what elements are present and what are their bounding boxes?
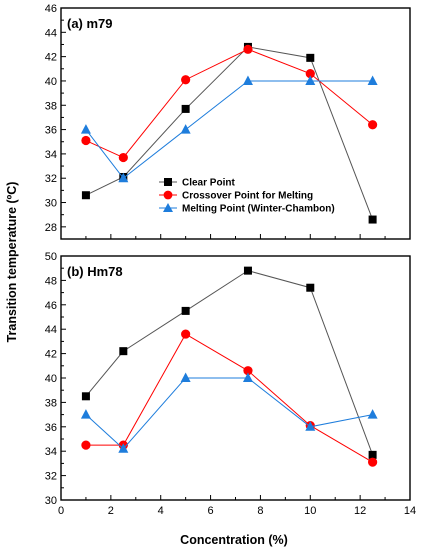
data-point <box>180 124 191 134</box>
legend-label: Crossover Point for Melting <box>182 191 313 202</box>
y-tick-label: 30 <box>45 198 57 210</box>
data-point <box>119 347 128 356</box>
data-point <box>305 69 315 79</box>
x-tick-label: 8 <box>257 505 263 517</box>
data-point <box>181 75 191 85</box>
y-tick-label: 48 <box>45 275 57 287</box>
data-point <box>181 306 190 315</box>
data-point <box>368 457 378 467</box>
y-tick-label: 40 <box>45 76 57 88</box>
y-tick-label: 50 <box>45 251 57 263</box>
legend-label: Clear Point <box>182 178 235 189</box>
y-tick-label: 46 <box>45 3 57 15</box>
y-tick-label: 34 <box>45 149 57 161</box>
panel-label: (a) m79 <box>67 16 113 31</box>
series-line <box>85 80 373 179</box>
data-point <box>81 135 91 146</box>
data-point <box>368 450 377 459</box>
data-point <box>367 409 378 419</box>
x-axis-title: Concentration (%) <box>180 533 288 547</box>
data-point <box>81 392 90 401</box>
legend-marker <box>164 178 172 186</box>
y-tick-label: 32 <box>45 173 57 185</box>
data-point <box>367 75 378 85</box>
data-point <box>368 215 377 224</box>
data-point <box>242 372 253 382</box>
data-point <box>243 366 253 376</box>
panel-label: (b) Hm78 <box>67 264 123 279</box>
data-point <box>243 266 252 275</box>
x-tick-label: 0 <box>58 505 64 517</box>
y-tick-label: 42 <box>45 349 57 361</box>
data-point <box>80 409 91 419</box>
x-tick-label: 10 <box>304 505 316 517</box>
data-point <box>81 440 91 450</box>
panel-a: 28 30 32 34 36 38 40 42 44 46 (a) m79 Clear Point Cr… <box>45 3 411 240</box>
y-tick-label: 44 <box>45 27 57 39</box>
x-tick-label: 14 <box>404 505 416 517</box>
data-point <box>118 152 128 163</box>
y-tick-label: 44 <box>45 324 57 336</box>
y-tick-label: 36 <box>45 422 57 434</box>
y-tick-label: 40 <box>45 373 57 385</box>
series-line <box>85 377 373 450</box>
x-tick-label: 6 <box>208 505 214 517</box>
data-point <box>180 372 191 382</box>
data-point <box>242 75 253 85</box>
data-point <box>305 421 316 431</box>
data-point <box>118 443 129 453</box>
data-point <box>181 329 191 339</box>
data-point <box>118 172 129 183</box>
data-point <box>368 120 378 130</box>
data-point <box>81 191 90 200</box>
legend: Clear Point Crossover Point for Melting Me… <box>159 178 335 215</box>
data-point <box>80 124 91 134</box>
x-tick-label: 12 <box>354 505 366 517</box>
x-tick-label: 4 <box>158 505 164 517</box>
series-line <box>85 48 373 159</box>
y-tick-label: 30 <box>45 495 57 507</box>
y-tick-label: 32 <box>45 471 57 483</box>
series-line <box>85 270 374 456</box>
series-line <box>85 333 373 463</box>
y-axis-title: Transition temperature (ºC) <box>5 182 19 343</box>
data-point <box>306 283 315 292</box>
y-tick-label: 28 <box>45 222 57 234</box>
y-tick-label: 38 <box>45 100 57 112</box>
series-line <box>85 46 374 220</box>
data-point <box>305 75 316 85</box>
data-point <box>243 44 253 54</box>
y-tick-label: 38 <box>45 397 57 409</box>
data-point <box>306 53 315 62</box>
y-tick-label: 36 <box>45 125 57 137</box>
y-tick-label: 46 <box>45 300 57 312</box>
legend-marker <box>163 203 173 212</box>
data-point <box>181 104 190 113</box>
x-tick-label: 2 <box>108 505 114 517</box>
legend-label: Melting Point (Winter-Chambon) <box>182 204 335 215</box>
y-tick-label: 34 <box>45 446 57 458</box>
legend-marker <box>163 190 173 200</box>
y-tick-label: 42 <box>45 52 57 64</box>
